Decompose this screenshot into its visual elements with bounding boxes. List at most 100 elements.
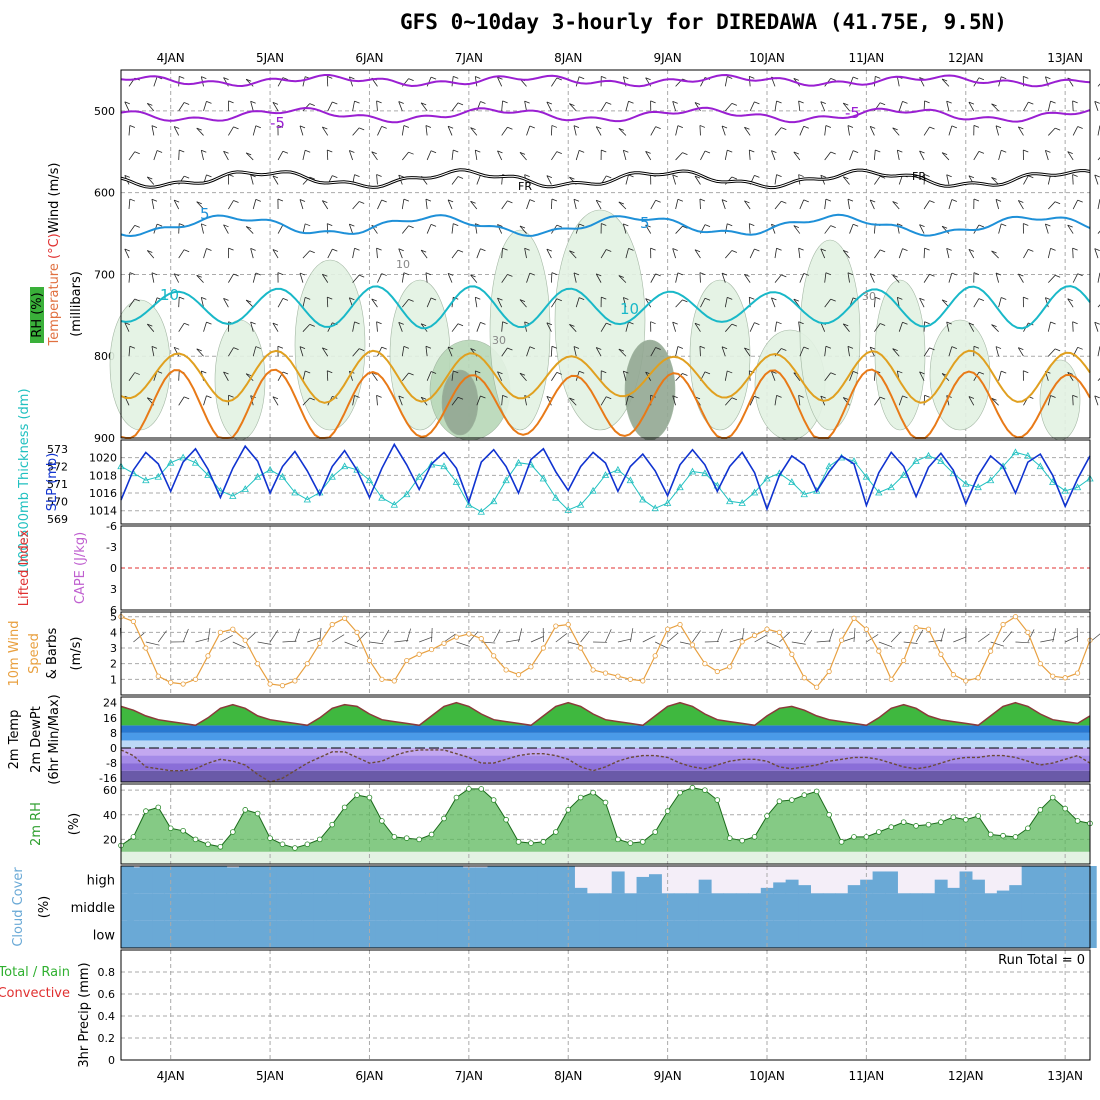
- wind-barb-flag: [179, 296, 185, 300]
- wind-barb-flag: [897, 223, 903, 227]
- wind-barb-flag: [327, 223, 333, 226]
- wind-barb: [128, 346, 131, 357]
- wind-barb: [799, 273, 805, 283]
- wind-barb: [352, 127, 360, 136]
- thickness-tick-label: 570: [47, 495, 68, 508]
- cloud-bar: [822, 893, 836, 921]
- wind-barb: [1097, 304, 1100, 308]
- cloud-bar: [388, 866, 402, 894]
- cloud-bar: [325, 893, 339, 921]
- wind10-tick-label: 2: [110, 658, 117, 671]
- wind-barb-flag: [309, 397, 315, 401]
- cloud-bar: [251, 866, 265, 894]
- thickness-point: [340, 462, 349, 470]
- rh-point: [689, 784, 696, 791]
- wind-barb-flag: [430, 223, 437, 227]
- cloud-bar: [586, 920, 600, 948]
- wind-barb-flag: [129, 345, 136, 349]
- cloud-bar: [686, 920, 700, 948]
- wind-barb: [699, 199, 701, 210]
- wind-barb-flag: [497, 297, 503, 301]
- cloud-bar: [537, 893, 551, 921]
- cloud-bar: [537, 920, 551, 948]
- wind-barb: [744, 274, 751, 283]
- thickness-point: [1024, 451, 1032, 459]
- wind-barb-flag: [1050, 247, 1056, 251]
- precip-total-rain-label: Total / Rain: [0, 965, 70, 980]
- wind-barb-flag: [206, 321, 212, 325]
- wind-barb-flag: [529, 199, 535, 202]
- cloud-bar: [338, 893, 352, 921]
- wind-barb-flag: [569, 397, 575, 401]
- wind-barb: [501, 248, 503, 259]
- wind-barb-flag: [1028, 101, 1034, 105]
- rh-tick-label: 20: [103, 833, 117, 846]
- wind-label: Wind (m/s): [47, 163, 62, 234]
- stability-ylabels: Lifted Index CAPE (J/kg): [17, 529, 88, 606]
- wind-barb: [326, 149, 329, 160]
- cloud-bar: [276, 920, 290, 948]
- wind-barb-flag: [682, 225, 688, 229]
- wind10-point: [1012, 614, 1019, 620]
- thickness-point: [477, 507, 485, 515]
- wind-barb-flag: [1054, 127, 1061, 131]
- wind-barb-flag: [546, 248, 552, 252]
- wind-barb-flag: [875, 76, 881, 79]
- wind-barb: [946, 174, 950, 185]
- wind-barb-flag: [830, 151, 836, 155]
- cloud-bar: [897, 920, 911, 948]
- wind10-point: [453, 634, 460, 640]
- wind-barb-flag: [929, 200, 935, 204]
- wind-barb-flag: [1072, 321, 1078, 325]
- rh-point: [1062, 805, 1068, 812]
- wind-barb: [272, 249, 279, 259]
- wind-barb: [299, 199, 304, 210]
- dewpoint-line: [120, 749, 1091, 783]
- wind-barb-flag: [623, 76, 629, 80]
- wind10-point: [988, 648, 994, 654]
- wind-barb-flag: [381, 199, 387, 203]
- cloud-bar: [251, 920, 265, 948]
- cloud-bar: [338, 866, 352, 894]
- temp-tick-label: -8: [106, 757, 117, 770]
- wind-barb: [973, 298, 980, 308]
- wind-barb-flag: [902, 248, 908, 252]
- wind-barb-flag: [354, 321, 360, 325]
- wind-barb-flag: [924, 247, 930, 251]
- wind-barb-flag: [793, 298, 799, 302]
- wind-barb: [948, 125, 953, 136]
- cloud-bar: [760, 920, 774, 948]
- thickness-point: [303, 495, 312, 503]
- cloud-bar: [971, 879, 985, 894]
- wind-barb: [1094, 395, 1099, 406]
- wind-barb-flag: [272, 101, 279, 105]
- wind-barb-flag: [793, 225, 799, 228]
- wind-barb-flag: [776, 395, 782, 398]
- wind-barb-flag: [727, 370, 733, 374]
- wind-barb: [675, 152, 683, 161]
- wind-barb: [451, 149, 454, 161]
- wind-barb-flag: [156, 223, 163, 227]
- wind-barb-flag: [919, 371, 925, 375]
- wind10-barb: [915, 629, 924, 643]
- wind-barbs: [124, 75, 1100, 406]
- rh-point: [577, 794, 584, 801]
- cloud-bar: [537, 866, 551, 894]
- wind-barb-flag: [843, 176, 849, 180]
- wind-barb: [398, 395, 403, 406]
- wind10-point: [1025, 629, 1031, 635]
- wind10-point: [578, 645, 584, 651]
- cloud-bar: [450, 866, 464, 894]
- wind-barb: [302, 297, 306, 308]
- wind-barb: [569, 250, 577, 259]
- cloud-bar: [959, 893, 973, 921]
- wind-barb-flag: [623, 297, 629, 300]
- wind-barb-flag: [519, 225, 526, 229]
- wind-barb-flag: [694, 322, 701, 326]
- wind-barb-flag: [151, 198, 158, 202]
- wind-barb: [178, 249, 185, 259]
- thickness-axis-label: 1000-500mb Thickness (dm): [17, 388, 32, 575]
- cloud-bar: [375, 920, 389, 948]
- wind-barb: [524, 100, 527, 111]
- wind-barb: [573, 125, 577, 136]
